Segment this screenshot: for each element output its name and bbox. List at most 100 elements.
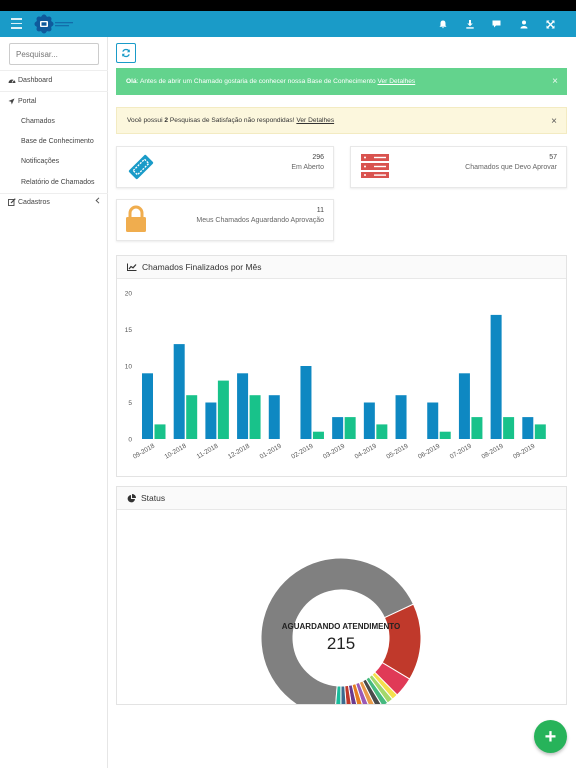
company-logo[interactable] <box>34 14 76 34</box>
close-icon[interactable]: × <box>551 116 557 127</box>
bar[interactable] <box>471 417 483 439</box>
add-button[interactable]: + <box>534 720 567 753</box>
menu-icon[interactable] <box>11 18 22 29</box>
y-tick-label: 0 <box>128 437 132 444</box>
top-navbar <box>0 11 576 37</box>
bar[interactable] <box>332 417 344 439</box>
sidebar-item-label: Dashboard <box>18 76 53 84</box>
stat-label: Chamados que Devo Aprovar <box>465 164 557 171</box>
pie-chart-icon <box>127 493 136 502</box>
sidebar-item-label: Relatório de Chamados <box>21 178 95 186</box>
chart-panel: Chamados Finalizados por Mês 0 5 10 15 20 09-… <box>116 255 567 477</box>
bar[interactable] <box>490 314 502 439</box>
bell-icon[interactable] <box>429 16 456 32</box>
bar[interactable] <box>503 417 515 439</box>
bar[interactable] <box>173 344 185 439</box>
sidebar-item-chamados[interactable]: Chamados <box>0 115 108 127</box>
bar[interactable] <box>363 402 375 440</box>
x-tick-label: 01-2019 <box>259 442 283 460</box>
bar[interactable] <box>142 373 153 439</box>
sidebar-item-cadastros[interactable]: Cadastros <box>0 196 108 208</box>
x-tick-label: 06-2019 <box>417 442 441 460</box>
status-donut-chart: AGUARDANDO ATENDIMENTO 215 <box>260 557 422 704</box>
bar[interactable] <box>249 395 261 439</box>
stat-value: 296 <box>312 154 324 161</box>
search-input[interactable] <box>9 43 99 65</box>
stat-card-aguardando-aprovacao[interactable]: 11 Meus Chamados Aguardando Aprovação <box>116 199 334 241</box>
x-tick-label: 11-2018 <box>196 442 220 460</box>
knowledge-base-alert: Olá: Antes de abrir um Chamado gostaria … <box>116 68 567 95</box>
x-tick-label: 03-2019 <box>322 442 346 460</box>
panel-header: Chamados Finalizados por Mês <box>117 256 566 279</box>
edit-icon <box>8 198 18 206</box>
bar[interactable] <box>376 424 388 439</box>
bar[interactable] <box>300 366 312 439</box>
alert-text: Pesquisas de Satisfação não respondidas! <box>168 117 297 124</box>
refresh-button[interactable] <box>116 43 136 63</box>
bar[interactable] <box>312 431 324 439</box>
bar[interactable] <box>205 402 217 440</box>
x-tick-label: 10-2018 <box>164 442 188 460</box>
bar[interactable] <box>186 395 198 439</box>
expand-icon[interactable] <box>537 16 564 32</box>
y-tick-label: 20 <box>125 291 133 298</box>
sidebar-item-portal[interactable]: Portal <box>0 95 108 107</box>
status-panel: Status AGUARDANDO ATENDIMENTO 215 <box>116 486 567 705</box>
stat-value: 11 <box>316 207 324 214</box>
lock-icon <box>126 205 146 232</box>
bar-chart: 0 5 10 15 20 09-2018 10-2018 11-2018 12-2018 01-2… <box>125 291 546 461</box>
satisfaction-survey-alert: Você possui 2 Pesquisas de Satisfação nã… <box>116 107 567 134</box>
alert-count: 2 <box>164 117 169 124</box>
stat-label: Em Aberto <box>291 164 324 171</box>
alert-text: : Antes de abrir um Chamado gostaria de … <box>136 78 376 85</box>
stat-card-devo-aprovar[interactable]: 57 Chamados que Devo Aprovar <box>350 146 567 188</box>
y-tick-label: 15 <box>125 327 133 334</box>
panel-title: Chamados Finalizados por Mês <box>142 262 262 272</box>
x-tick-label: 02-2019 <box>290 442 314 460</box>
bar[interactable] <box>395 395 407 439</box>
bar[interactable] <box>534 424 546 439</box>
bar[interactable] <box>458 373 470 439</box>
divider <box>0 193 108 194</box>
ver-detalhes-link[interactable]: Ver Detalhes <box>296 117 335 124</box>
sidebar-item-label: Base de Conhecimento <box>21 137 94 145</box>
comment-icon[interactable] <box>483 16 510 32</box>
refresh-icon <box>122 48 130 58</box>
donut-center-value: 215 <box>327 634 355 653</box>
panel-header: Status <box>117 487 566 510</box>
bar[interactable] <box>154 424 166 439</box>
y-tick-label: 5 <box>128 400 132 407</box>
ticket-icon <box>128 154 154 180</box>
stat-card-em-aberto[interactable]: 296 Em Aberto <box>116 146 334 188</box>
user-icon[interactable] <box>510 16 537 32</box>
donut-slice[interactable] <box>260 557 415 704</box>
location-arrow-icon <box>8 98 18 105</box>
sidebar-item-relatorio-chamados[interactable]: Relatório de Chamados <box>0 176 108 188</box>
stat-label: Meus Chamados Aguardando Aprovação <box>196 217 324 224</box>
bar[interactable] <box>439 431 451 439</box>
bar[interactable] <box>427 402 439 440</box>
bar[interactable] <box>522 417 534 439</box>
bar[interactable] <box>217 380 229 439</box>
bar[interactable] <box>268 395 280 439</box>
bar[interactable] <box>344 417 356 439</box>
x-tick-label: 05-2019 <box>385 442 409 460</box>
donut-center-label: AGUARDANDO ATENDIMENTO <box>282 622 401 631</box>
x-tick-label: 08-2019 <box>480 442 504 460</box>
sidebar-item-label: Portal <box>18 97 37 105</box>
sidebar-item-notificacoes[interactable]: Notificações <box>0 155 108 167</box>
divider <box>0 70 108 71</box>
sidebar-item-base-conhecimento[interactable]: Base de Conhecimento <box>0 135 108 147</box>
sidebar-item-dashboard[interactable]: Dashboard <box>0 74 108 86</box>
download-icon[interactable] <box>456 16 483 32</box>
donut-slice[interactable] <box>335 685 342 704</box>
plus-icon: + <box>544 725 557 748</box>
dashboard-icon <box>8 77 18 84</box>
bar[interactable] <box>237 373 249 439</box>
ver-detalhes-link[interactable]: Ver Detalhes <box>377 78 416 85</box>
close-icon[interactable]: × <box>552 76 558 87</box>
x-tick-label: 04-2019 <box>354 442 378 460</box>
sidebar-item-label: Notificações <box>21 157 60 165</box>
x-tick-label: 07-2019 <box>449 442 473 460</box>
x-tick-label: 09-2019 <box>512 442 536 460</box>
